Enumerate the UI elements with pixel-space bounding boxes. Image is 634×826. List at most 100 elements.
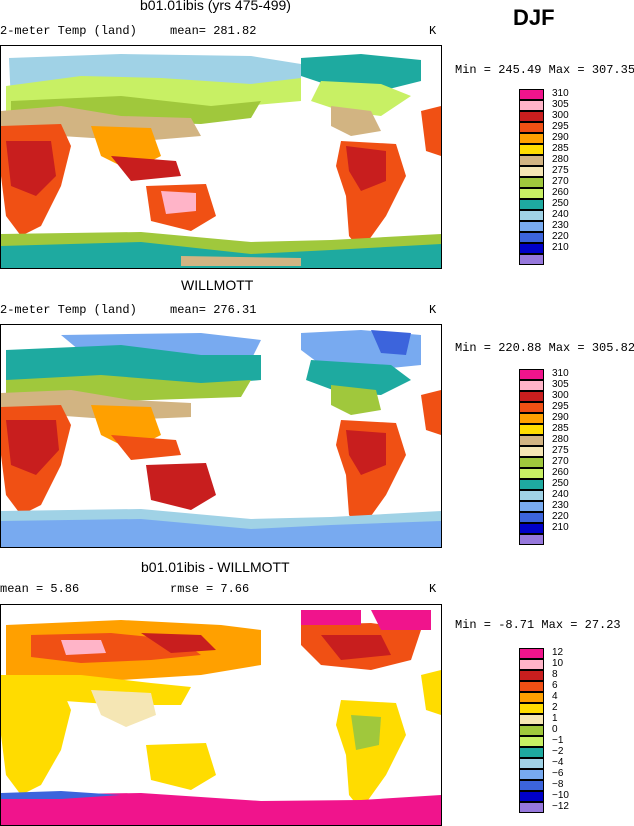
colorbar-label: 285 [552, 143, 569, 154]
colorbar-label: 6 [552, 680, 558, 691]
colorbar-label: 240 [552, 489, 569, 500]
colorbar-swatch [519, 725, 544, 736]
antarctica [1, 236, 441, 268]
panel-3-mean: mean = 5.86 [0, 582, 80, 596]
colorbar-label: 210 [552, 242, 569, 253]
colorbar-label: 270 [552, 456, 569, 467]
colorbar-swatch [519, 747, 544, 758]
eurasia-cold [6, 345, 261, 387]
colorbar-swatch [519, 468, 544, 479]
colorbar-label: 260 [552, 187, 569, 198]
colorbar-swatch [519, 380, 544, 391]
colorbar-label: 275 [552, 445, 569, 456]
colorbar-label: 230 [552, 500, 569, 511]
colorbar-label: 1 [552, 713, 558, 724]
australia-diff [146, 743, 216, 790]
colorbar-label: 280 [552, 154, 569, 165]
colorbar-label: 220 [552, 231, 569, 242]
colorbar-swatch [519, 100, 544, 111]
colorbar-swatch [519, 435, 544, 446]
panel-2-title: WILLMOTT [181, 277, 254, 293]
colorbar-swatch [519, 424, 544, 435]
colorbar-swatch [519, 648, 544, 659]
colorbar-swatch [519, 681, 544, 692]
colorbar-label: 260 [552, 467, 569, 478]
colorbar-label: 250 [552, 478, 569, 489]
antarctica-edge [1, 232, 441, 254]
panel-1-mean: mean= 281.82 [170, 24, 257, 38]
colorbar-swatch [519, 391, 544, 402]
colorbar-swatch [519, 232, 544, 243]
colorbar-label: 305 [552, 99, 569, 110]
colorbar-swatch [519, 523, 544, 534]
north-america-south [331, 106, 381, 136]
colorbar-swatch [519, 769, 544, 780]
siberia-diff [141, 633, 216, 653]
colorbar-label: −1 [552, 735, 564, 746]
colorbar-swatch [519, 736, 544, 747]
maritime [111, 156, 181, 181]
colorbar-label: 300 [552, 110, 569, 121]
colorbar-label: 210 [552, 522, 569, 533]
africa-east-edge [421, 390, 441, 435]
africa-east-edge [421, 106, 441, 156]
colorbar-label: 10 [552, 658, 564, 669]
panel-1-map [0, 45, 442, 269]
colorbar-swatch [519, 670, 544, 681]
panel-2-minmax: Min = 220.88 Max = 305.82 [455, 341, 634, 355]
colorbar-label: −8 [552, 779, 564, 790]
panel-2-field-label: 2-meter Temp (land) [0, 303, 137, 317]
colorbar-swatch [519, 166, 544, 177]
colorbar-swatch [519, 413, 544, 424]
colorbar-swatch [519, 199, 544, 210]
colorbar-swatch [519, 155, 544, 166]
colorbar-label: −2 [552, 746, 564, 757]
colorbar-swatch [519, 802, 544, 813]
panel-3-title: b01.01ibis - WILLMOTT [141, 559, 290, 575]
colorbar-swatch [519, 703, 544, 714]
colorbar-swatch [519, 254, 544, 265]
colorbar-label: 220 [552, 511, 569, 522]
panel-3-minmax: Min = -8.71 Max = 27.23 [455, 618, 621, 632]
south-america-hot [346, 430, 386, 475]
colorbar-swatch [519, 133, 544, 144]
colorbar-label: 230 [552, 220, 569, 231]
panel-1-units: K [429, 24, 437, 38]
colorbar-swatch [519, 714, 544, 725]
panel-2-units: K [429, 303, 437, 317]
colorbar-swatch [519, 791, 544, 802]
panel-3-rmse: rmse = 7.66 [170, 582, 250, 596]
colorbar-swatch [519, 501, 544, 512]
antarctica-edge [1, 509, 441, 529]
colorbar-label: 285 [552, 423, 569, 434]
colorbar-label: 2 [552, 702, 558, 713]
panel-3-map [0, 604, 442, 826]
south-america-mix [351, 715, 381, 750]
colorbar-label: −12 [552, 801, 569, 812]
antarctica-diff [1, 793, 441, 825]
colorbar-swatch [519, 659, 544, 670]
colorbar-label: 290 [552, 132, 569, 143]
colorbar-swatch [519, 780, 544, 791]
africa-diff [1, 687, 71, 795]
colorbar-swatch [519, 534, 544, 545]
colorbar-label: 270 [552, 176, 569, 187]
colorbar-swatch [519, 446, 544, 457]
africa-hot [6, 141, 56, 196]
panel-1-title: b01.01ibis (yrs 475-499) [140, 0, 291, 13]
colorbar-label: 280 [552, 434, 569, 445]
panel-1-field-label: 2-meter Temp (land) [0, 24, 137, 38]
season-label: DJF [513, 5, 555, 30]
australia [146, 463, 216, 510]
colorbar-label: −10 [552, 790, 569, 801]
greenland-diff [371, 610, 431, 630]
colorbar-swatch [519, 369, 544, 380]
greenland [371, 330, 411, 355]
south-america-hot [346, 146, 386, 191]
colorbar-label: 310 [552, 368, 569, 379]
colorbar-label: 8 [552, 669, 558, 680]
colorbar-swatch [519, 758, 544, 769]
colorbar-label: −4 [552, 757, 564, 768]
eurasia-diff-pink [61, 640, 106, 655]
colorbar-swatch [519, 692, 544, 703]
